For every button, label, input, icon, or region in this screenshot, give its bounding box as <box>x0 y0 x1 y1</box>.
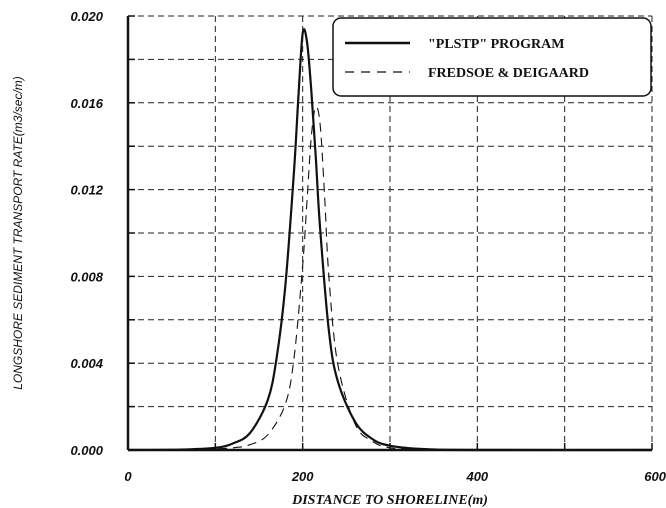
ticks <box>128 15 653 450</box>
y-tick-label: 0.004 <box>70 356 103 371</box>
legend: "PLSTP" PROGRAM FREDSOE & DEIGAARD <box>332 17 652 97</box>
x-axis-title: DISTANCE TO SHORELINE(m) <box>291 493 488 508</box>
tick-labels: 0.000 0.004 0.008 0.012 0.016 0.020 0 200 400 600 <box>70 9 666 484</box>
x-tick-label: 0 <box>124 469 132 484</box>
legend-box <box>332 17 652 97</box>
legend-label-plstp: "PLSTP" PROGRAM <box>428 37 565 52</box>
series-line-plstp <box>127 28 653 452</box>
x-tick-label: 200 <box>291 469 314 484</box>
y-tick-label: 0.008 <box>70 269 103 284</box>
x-tick-label: 400 <box>465 469 488 484</box>
y-tick-label: 0.016 <box>70 96 103 111</box>
y-tick-label: 0.020 <box>70 9 103 24</box>
y-tick-label: 0.000 <box>70 443 103 458</box>
y-axis-title: LONGSHORE SEDIMENT TRANSPORT RATE(m3/sec… <box>11 76 25 390</box>
legend-label-fredsoe: FREDSOE & DEIGAARD <box>428 66 589 81</box>
x-tick-label: 600 <box>644 469 666 484</box>
y-tick-label: 0.012 <box>70 183 103 198</box>
